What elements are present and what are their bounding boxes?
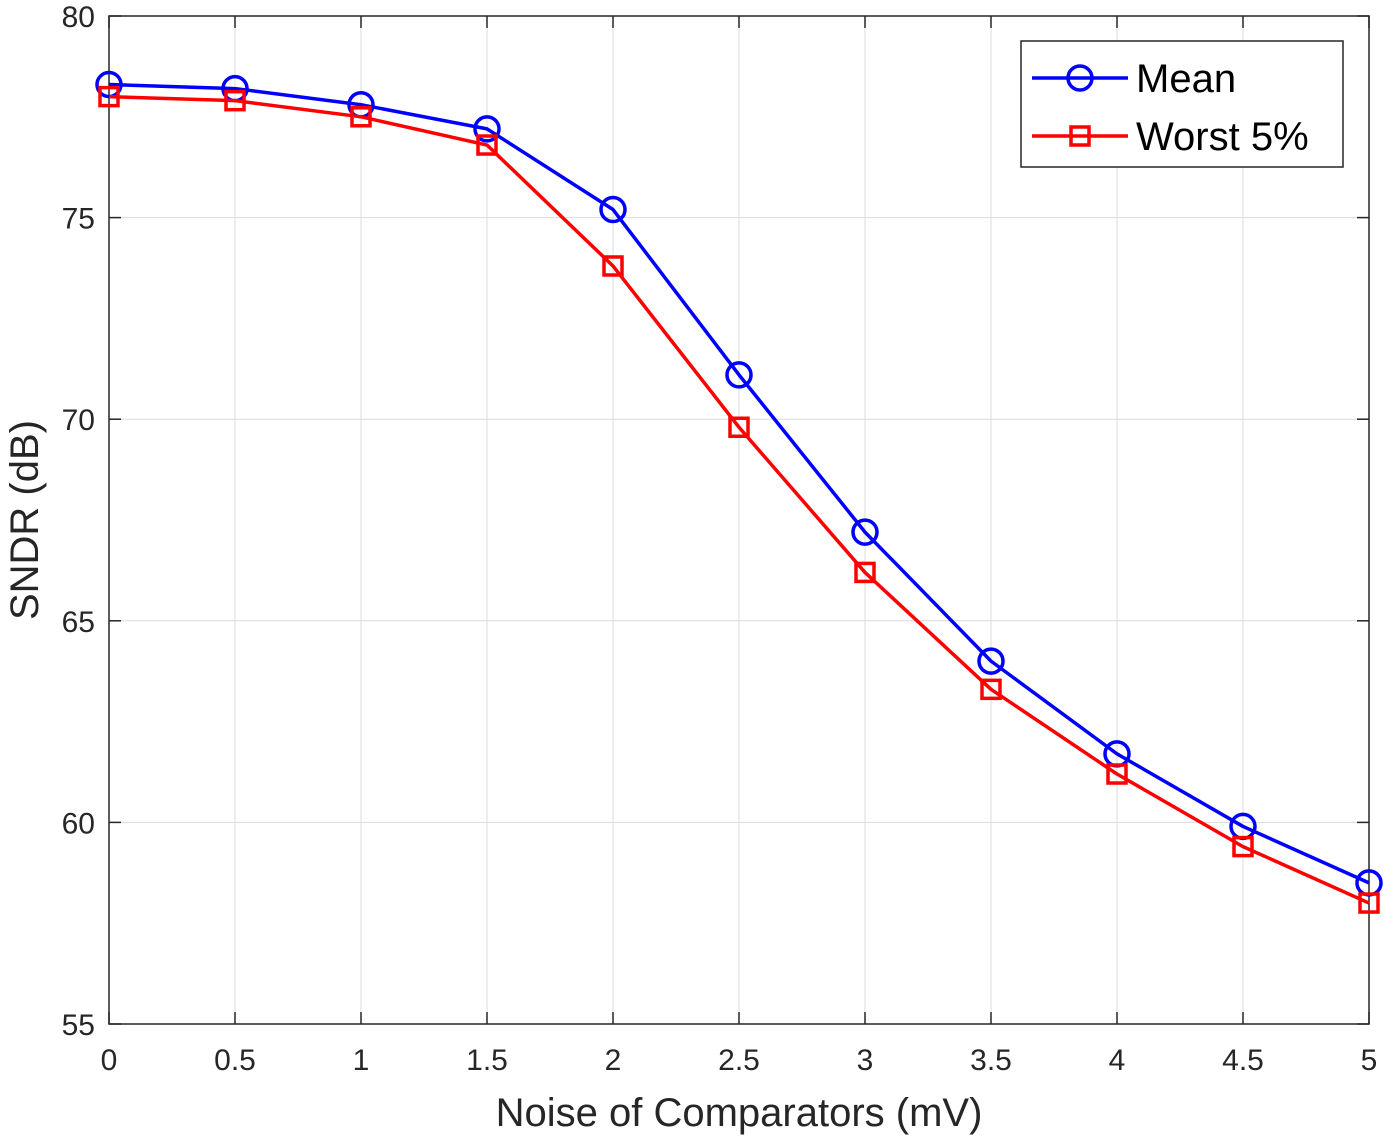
- data-point-square: [602, 255, 624, 277]
- data-point-square: [350, 106, 372, 128]
- x-tick-label: 4: [1109, 1044, 1126, 1077]
- data-point-square: [980, 678, 1002, 701]
- data-series: [95, 70, 1383, 914]
- x-tick-label: 3.5: [970, 1044, 1012, 1077]
- legend-label: Mean: [1136, 57, 1236, 101]
- series-worst-5pct: [98, 85, 1380, 914]
- legend-label: Worst 5%: [1136, 115, 1309, 159]
- y-axis-title: SNDR (dB): [3, 420, 47, 620]
- x-axis-title: Noise of Comparators (mV): [496, 1091, 983, 1135]
- data-point-square: [1358, 892, 1380, 914]
- data-point-circle: [851, 518, 879, 546]
- data-point-circle: [977, 647, 1005, 675]
- legend-marker-circle: [1066, 64, 1094, 92]
- data-point-square: [1106, 763, 1128, 785]
- y-tick-label: 80: [62, 1, 95, 34]
- legend-marker-square: [1069, 125, 1091, 147]
- x-tick-label: 5: [1361, 1044, 1378, 1077]
- series-line: [108, 82, 1370, 885]
- data-point-square: [854, 561, 876, 584]
- data-point-square: [98, 85, 120, 108]
- series-line: [108, 94, 1370, 905]
- x-tick-label: 0: [101, 1044, 118, 1077]
- y-tick-label: 60: [62, 807, 95, 840]
- x-tick-label: 0.5: [214, 1044, 256, 1077]
- data-point-square: [1232, 835, 1254, 858]
- data-point-circle: [473, 115, 501, 143]
- data-point-square: [728, 416, 750, 439]
- data-point-circle: [599, 195, 627, 224]
- data-point-circle: [95, 70, 123, 99]
- x-tick-label: 2.5: [718, 1044, 760, 1077]
- x-tick-label: 4.5: [1222, 1044, 1264, 1077]
- y-tick-label: 70: [62, 404, 95, 437]
- x-tick-label: 1.5: [466, 1044, 508, 1077]
- data-point-square: [224, 89, 246, 112]
- data-point-circle: [725, 361, 753, 389]
- x-tick-label: 2: [605, 1044, 622, 1077]
- legend: Mean Worst 5%: [1020, 40, 1344, 168]
- y-tick-label: 65: [62, 606, 95, 639]
- y-tick-label: 55: [62, 1009, 95, 1042]
- data-point-square: [476, 134, 498, 156]
- x-tick-label: 3: [857, 1044, 874, 1077]
- y-tick-label: 75: [62, 203, 95, 236]
- x-tick-label: 1: [353, 1044, 370, 1077]
